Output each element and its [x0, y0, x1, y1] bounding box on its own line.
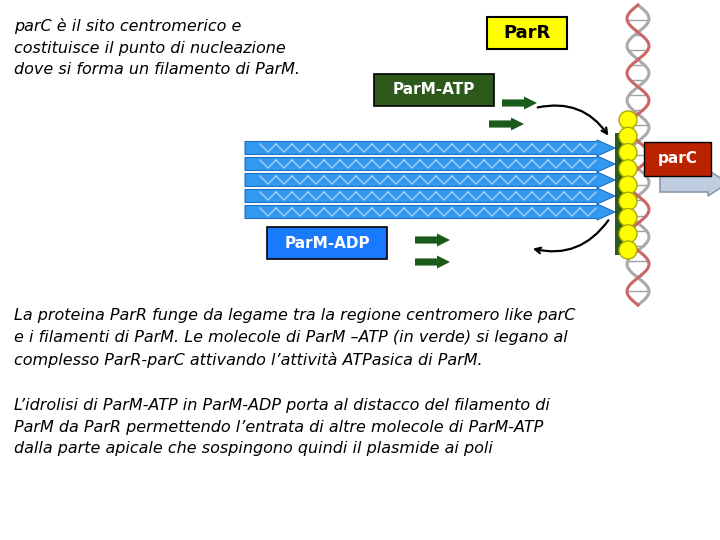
FancyBboxPatch shape: [267, 227, 387, 259]
Circle shape: [619, 111, 637, 129]
Text: ParM-ATP: ParM-ATP: [393, 83, 475, 98]
Text: ParR: ParR: [503, 24, 551, 42]
FancyArrow shape: [415, 255, 450, 268]
FancyBboxPatch shape: [487, 17, 567, 49]
Circle shape: [619, 144, 637, 161]
Text: parC è il sito centromerico e
costituisce il punto di nucleazione
dove si forma : parC è il sito centromerico e costituisc…: [14, 18, 300, 77]
Circle shape: [619, 241, 637, 259]
FancyArrow shape: [489, 118, 524, 131]
FancyArrow shape: [415, 233, 450, 246]
Text: ParM-ADP: ParM-ADP: [284, 235, 370, 251]
FancyArrow shape: [245, 204, 615, 220]
Text: La proteina ParR funge da legame tra la regione centromero like parC
e i filamen: La proteina ParR funge da legame tra la …: [14, 308, 575, 368]
FancyArrow shape: [660, 170, 720, 196]
FancyArrow shape: [245, 156, 615, 172]
FancyArrow shape: [245, 140, 615, 156]
Circle shape: [619, 176, 637, 194]
Circle shape: [619, 208, 637, 226]
Text: L’idrolisi di ParM-ATP in ParM-ADP porta al distacco del filamento di
ParM da Pa: L’idrolisi di ParM-ATP in ParM-ADP porta…: [14, 398, 550, 456]
FancyArrow shape: [245, 172, 615, 188]
FancyBboxPatch shape: [374, 74, 494, 106]
FancyArrow shape: [502, 97, 537, 110]
Circle shape: [619, 127, 637, 145]
Circle shape: [619, 225, 637, 243]
Bar: [615, 133, 627, 255]
FancyBboxPatch shape: [644, 142, 711, 176]
Text: parC: parC: [657, 152, 698, 166]
FancyArrow shape: [245, 188, 615, 204]
Circle shape: [619, 192, 637, 210]
Circle shape: [619, 160, 637, 178]
